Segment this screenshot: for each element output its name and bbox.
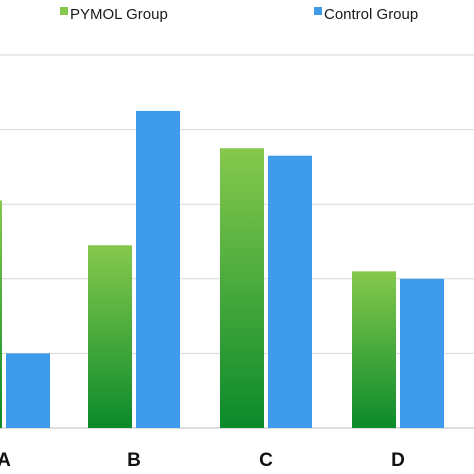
bar-pymol-a (0, 200, 2, 428)
bar-control-a (6, 353, 50, 428)
bar-control-b (136, 110, 180, 428)
category-label-d: D (391, 450, 405, 471)
category-label-b: B (127, 450, 141, 471)
category-labels: A B C D (0, 450, 405, 471)
bar-pymol-d (352, 271, 396, 428)
category-label-a: A (0, 450, 11, 471)
legend-label-pymol: PYMOL Group (70, 6, 168, 23)
bar-pymol-b (88, 245, 132, 428)
legend: PYMOL Group Control Group (60, 6, 418, 23)
category-label-c: C (259, 450, 273, 471)
bars (0, 110, 444, 428)
bar-control-c (268, 155, 312, 428)
legend-label-control: Control Group (324, 6, 418, 23)
legend-swatch-pymol (60, 7, 68, 15)
bar-pymol-c (220, 148, 264, 428)
bar-control-d (400, 278, 444, 428)
legend-swatch-control (314, 7, 322, 15)
